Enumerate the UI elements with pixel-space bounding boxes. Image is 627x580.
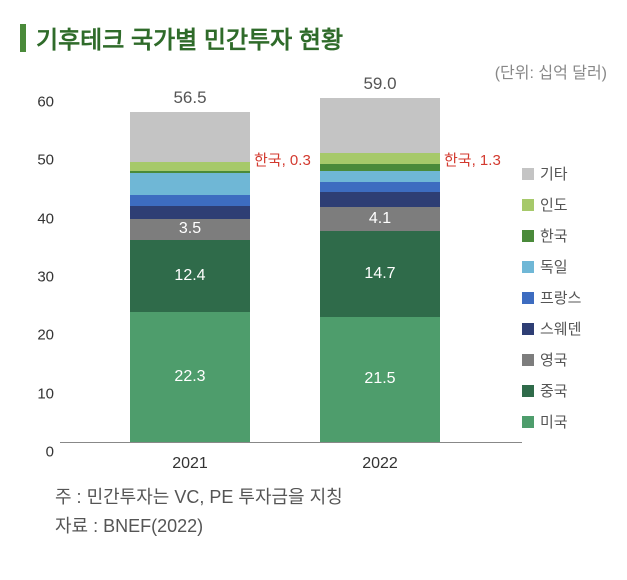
chart-title: 기후테크 국가별 민간투자 현황 <box>36 20 343 55</box>
legend-swatch <box>522 385 534 397</box>
chart-container: 22.312.43.556.521.514.74.159.0한국, 0.3한국,… <box>20 93 607 473</box>
legend-item: 영국 <box>522 349 607 370</box>
legend-label: 프랑스 <box>540 287 581 308</box>
footnote-line-1: 주 : 민간투자는 VC, PE 투자금을 지칭 <box>55 483 607 512</box>
legend-swatch <box>522 199 534 211</box>
legend-item: 중국 <box>522 380 607 401</box>
legend-item: 스웨덴 <box>522 318 607 339</box>
bar-segment <box>130 112 250 162</box>
stacked-bar: 21.514.74.1 <box>320 98 440 442</box>
legend-item: 독일 <box>522 256 607 277</box>
footnote-line-2: 자료 : BNEF(2022) <box>55 512 607 541</box>
bar-segment <box>320 182 440 193</box>
legend-label: 인도 <box>540 194 568 215</box>
bar-segment: 21.5 <box>320 317 440 442</box>
y-axis-tick: 20 <box>20 327 54 344</box>
legend-item: 프랑스 <box>522 287 607 308</box>
legend-item: 인도 <box>522 194 607 215</box>
legend-label: 미국 <box>540 411 568 432</box>
bar-segment <box>130 206 250 219</box>
bar-segment <box>320 164 440 172</box>
legend-label: 한국 <box>540 225 568 246</box>
stacked-bar: 22.312.43.5 <box>130 112 250 442</box>
bar-segment: 12.4 <box>130 240 250 312</box>
y-axis-tick: 50 <box>20 152 54 169</box>
chart-plot: 22.312.43.556.521.514.74.159.0한국, 0.3한국,… <box>60 93 522 443</box>
chart-footnotes: 주 : 민간투자는 VC, PE 투자금을 지칭 자료 : BNEF(2022) <box>55 483 607 541</box>
chart-annotation: 한국, 1.3 <box>444 149 501 170</box>
legend-swatch <box>522 354 534 366</box>
y-axis-tick: 60 <box>20 94 54 111</box>
y-axis-tick: 30 <box>20 269 54 286</box>
y-axis-tick: 40 <box>20 210 54 227</box>
chart-annotation: 한국, 0.3 <box>254 149 311 170</box>
legend-label: 중국 <box>540 380 568 401</box>
bar-segment <box>320 192 440 207</box>
legend-swatch <box>522 168 534 180</box>
bar-segment <box>320 98 440 153</box>
bar-segment <box>130 162 250 171</box>
bar-total-label: 56.5 <box>130 88 250 108</box>
y-axis-tick: 0 <box>20 444 54 461</box>
bar-segment <box>130 195 250 207</box>
legend-swatch <box>522 261 534 273</box>
bar-total-label: 59.0 <box>320 74 440 94</box>
chart-legend: 기타인도한국독일프랑스스웨덴영국중국미국 <box>522 93 607 473</box>
legend-swatch <box>522 230 534 242</box>
bar-segment: 4.1 <box>320 207 440 231</box>
legend-label: 영국 <box>540 349 568 370</box>
legend-item: 미국 <box>522 411 607 432</box>
legend-label: 기타 <box>540 163 568 184</box>
x-axis-label: 2021 <box>130 455 250 473</box>
x-axis-label: 2022 <box>320 455 440 473</box>
bar-segment <box>320 171 440 182</box>
y-axis-tick: 10 <box>20 385 54 402</box>
legend-item: 한국 <box>522 225 607 246</box>
chart-title-row: 기후테크 국가별 민간투자 현황 <box>20 20 607 55</box>
chart-plot-area: 22.312.43.556.521.514.74.159.0한국, 0.3한국,… <box>20 93 522 473</box>
bar-segment: 14.7 <box>320 231 440 317</box>
bar-segment <box>130 173 250 195</box>
legend-label: 스웨덴 <box>540 318 581 339</box>
legend-item: 기타 <box>522 163 607 184</box>
chart-unit: (단위: 십억 달러) <box>20 59 607 83</box>
legend-swatch <box>522 416 534 428</box>
bar-segment <box>320 153 440 164</box>
bar-segment: 22.3 <box>130 312 250 442</box>
title-accent-bar <box>20 24 26 52</box>
legend-swatch <box>522 323 534 335</box>
bar-segment: 3.5 <box>130 219 250 239</box>
legend-label: 독일 <box>540 256 568 277</box>
legend-swatch <box>522 292 534 304</box>
